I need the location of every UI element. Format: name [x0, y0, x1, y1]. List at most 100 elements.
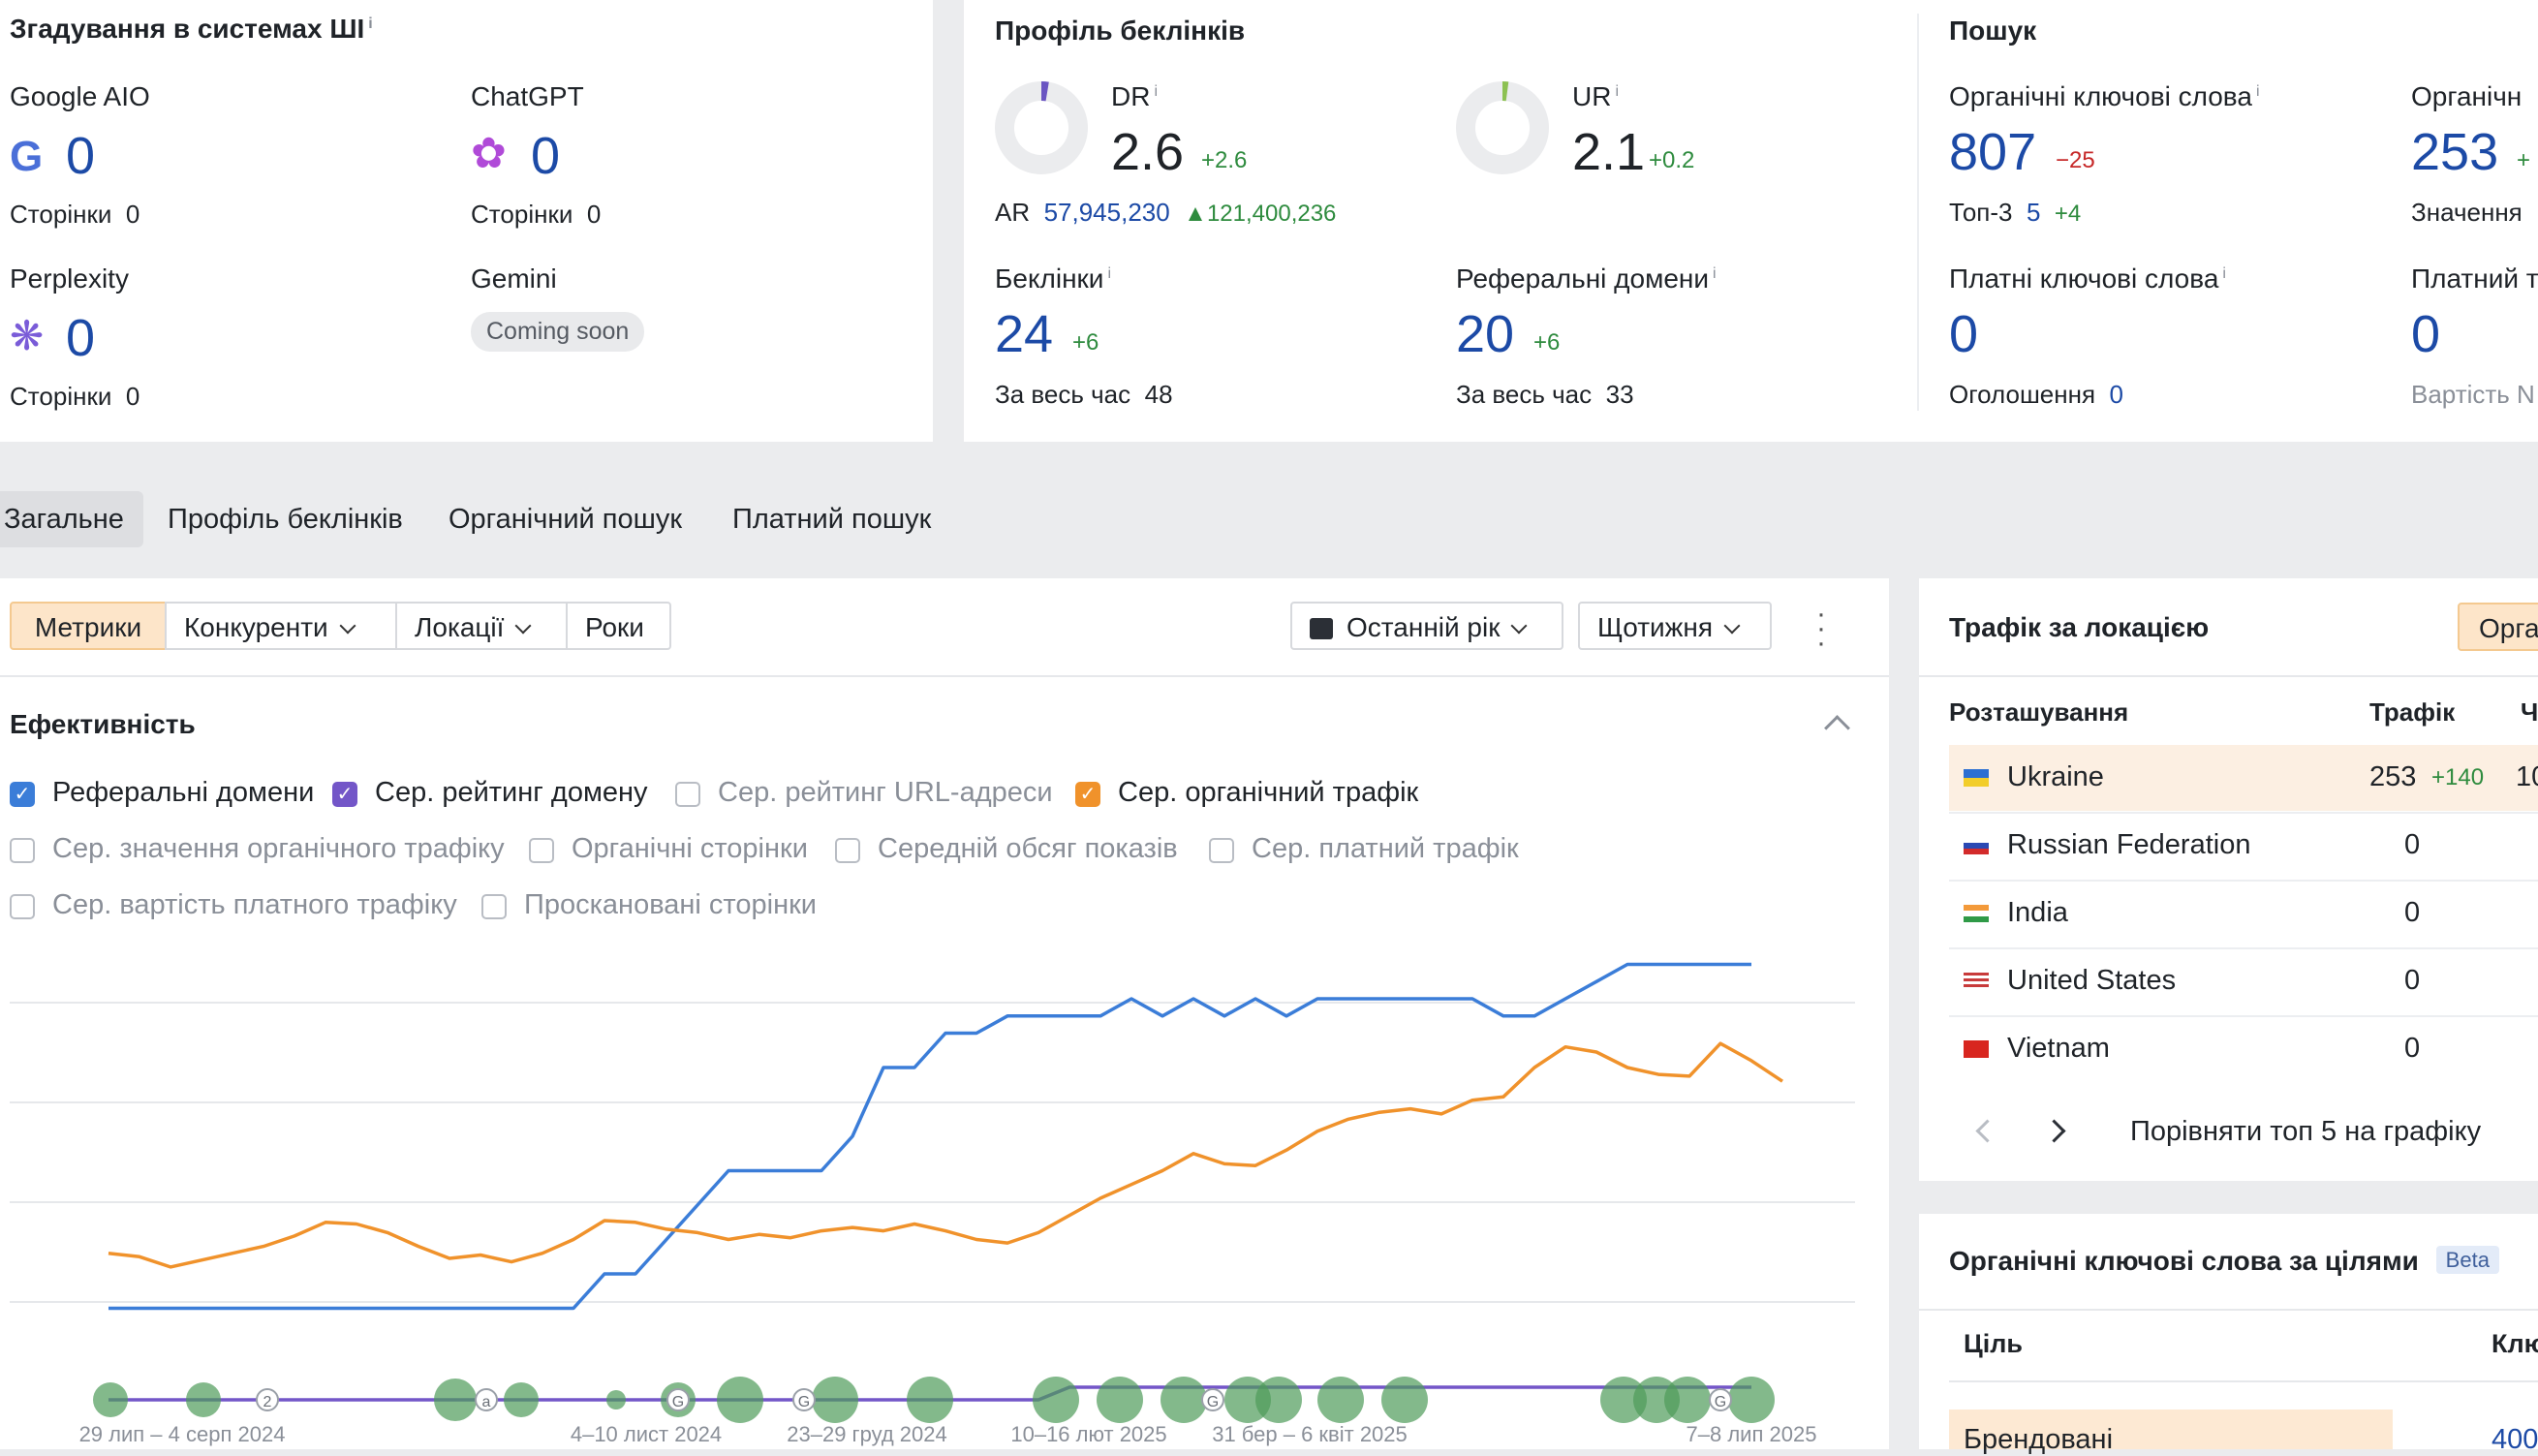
more-options-icon[interactable]: · · ·	[1816, 598, 1826, 659]
efficiency-title: Ефективність	[10, 709, 196, 739]
refdomains-alltime: За весь час 33	[1456, 380, 1634, 409]
years-button[interactable]: Роки	[566, 602, 671, 650]
annotation-label: a	[482, 1394, 491, 1410]
metric-checkbox-label[interactable]: Проскановані сторінки	[524, 889, 817, 920]
compare-top5-link[interactable]: Порівняти топ 5 на графіку	[2130, 1116, 2482, 1147]
event-bubble	[504, 1382, 539, 1417]
metric-checkbox-label[interactable]: Сер. органічний трафік	[1118, 777, 1419, 808]
metric-checkbox[interactable]	[10, 838, 35, 863]
metric-checkbox-label[interactable]: Сер. рейтинг домену	[375, 777, 648, 808]
annotation-label: G	[1207, 1394, 1219, 1410]
series-line	[108, 962, 1751, 1311]
paid-cost-label: Вартість N	[2411, 380, 2535, 409]
chatgpt-value[interactable]: 0	[531, 127, 561, 185]
ur-delta: +0.2	[1649, 147, 1695, 173]
metric-checkbox[interactable]	[10, 894, 35, 919]
col-location[interactable]: Розташування	[1949, 697, 2129, 727]
search-title: Пошук	[1949, 15, 2037, 46]
country-name[interactable]: Ukraine	[2007, 761, 2104, 792]
event-bubble	[186, 1382, 221, 1417]
google-icon: G	[10, 133, 44, 180]
tab-backlink-profile[interactable]: Профіль беклінків	[168, 504, 403, 535]
metric-checkbox[interactable]	[835, 838, 860, 863]
country-name[interactable]: Russian Federation	[2007, 829, 2251, 860]
backlinks-alltime: За весь час 48	[995, 380, 1173, 409]
organic-keywords-delta: −25	[2056, 147, 2095, 173]
dr-delta: +2.6	[1201, 147, 1248, 173]
backlinks-value[interactable]: 24	[995, 305, 1054, 363]
country-traffic: 0	[2404, 829, 2421, 860]
competitors-button[interactable]: Конкуренти	[165, 602, 407, 650]
branded-value[interactable]: 400	[2492, 1424, 2538, 1455]
paid-keywords-value[interactable]: 0	[1949, 305, 1979, 363]
col-goal[interactable]: Ціль	[1964, 1329, 2023, 1358]
organic-keywords-value[interactable]: 807	[1949, 123, 2037, 181]
ur-value[interactable]: 2.1	[1572, 123, 1646, 181]
ar-value[interactable]: 57,945,230	[1043, 198, 1170, 227]
tab-organic-search[interactable]: Органічний пошук	[449, 504, 683, 535]
country-name[interactable]: India	[2007, 897, 2068, 928]
country-name[interactable]: Vietnam	[2007, 1033, 2110, 1064]
metric-checkbox[interactable]	[675, 782, 700, 807]
country-traffic: 0	[2404, 897, 2421, 928]
tab-paid-search[interactable]: Платний пошук	[732, 504, 932, 535]
branded-row[interactable]	[1949, 1410, 2393, 1449]
dr-value[interactable]: 2.6	[1111, 123, 1185, 181]
intent-title: Органічні ключові слова за цілями Beta	[1949, 1246, 2499, 1277]
event-bubble	[1664, 1377, 1711, 1423]
paid-traffic-value[interactable]: 0	[2411, 305, 2441, 363]
event-bubble	[812, 1377, 858, 1423]
col-traffic[interactable]: Трафік	[2369, 697, 2456, 727]
locations-button[interactable]: Локації	[395, 602, 568, 650]
metric-checkbox-label[interactable]: Реферальні домени	[52, 777, 315, 808]
event-bubble	[93, 1382, 128, 1417]
metric-checkbox-label[interactable]: Органічні сторінки	[572, 833, 808, 864]
flag-icon	[1964, 1040, 1989, 1058]
metric-checkbox-label[interactable]: Сер. платний трафік	[1252, 833, 1519, 864]
granularity-dropdown[interactable]: Щотижня	[1578, 602, 1772, 650]
flag-icon	[1964, 905, 1989, 922]
organic-traffic-value[interactable]: 253	[2411, 123, 2499, 181]
event-bubble	[1255, 1377, 1302, 1423]
period-dropdown[interactable]: Останній рік	[1290, 602, 1563, 650]
paid-traffic-label: Платний т	[2411, 263, 2538, 294]
metric-checkbox[interactable]: ✓	[10, 782, 35, 807]
perplexity-value[interactable]: 0	[66, 309, 96, 367]
toolbar-divider	[0, 675, 1889, 677]
organic-traffic-label: Органічн	[2411, 81, 2523, 111]
metric-checkbox[interactable]: ✓	[1075, 782, 1100, 807]
metric-checkbox[interactable]	[1209, 838, 1234, 863]
annotation-label: 2	[263, 1394, 272, 1410]
col-keywords[interactable]: Клю	[2492, 1329, 2538, 1358]
metric-checkbox[interactable]	[481, 894, 507, 919]
country-name[interactable]: United States	[2007, 965, 2177, 996]
col-extra[interactable]: Ч	[2521, 697, 2538, 727]
metric-checkbox-label[interactable]: Середній обсяг показів	[878, 833, 1178, 864]
organic-traffic-delta: +	[2517, 147, 2531, 173]
location-row[interactable]	[1949, 745, 2538, 811]
annotation-marker	[792, 1388, 816, 1411]
metric-checkbox-label[interactable]: Сер. вартість платного трафіку	[52, 889, 457, 920]
coming-soon-badge: Coming soon	[471, 312, 645, 352]
x-tick-label: 4–10 лист 2024	[571, 1422, 722, 1446]
metric-checkbox-label[interactable]: Сер. рейтинг URL-адреси	[718, 777, 1053, 808]
dr-gauge	[995, 81, 1088, 174]
metric-checkbox-label[interactable]: Сер. значення органічного трафіку	[52, 833, 505, 864]
event-bubble	[606, 1390, 626, 1410]
google-aio-value[interactable]: 0	[66, 127, 96, 185]
perplexity-pages: Сторінки 0	[10, 382, 140, 411]
metrics-button[interactable]: Метрики	[10, 602, 167, 650]
refdomains-value[interactable]: 20	[1456, 305, 1515, 363]
event-bubble	[717, 1377, 763, 1423]
metric-checkbox[interactable]: ✓	[332, 782, 357, 807]
flag-icon	[1964, 973, 1989, 990]
organic-toggle-button[interactable]: Орга	[2458, 603, 2538, 651]
x-tick-label: 7–8 лип 2025	[1687, 1422, 1817, 1446]
metric-checkbox[interactable]	[529, 838, 554, 863]
country-traffic: 253	[2369, 761, 2417, 792]
ads-row: Оголошення 0	[1949, 380, 2123, 409]
refdomains-label: Реферальні домени i	[1456, 263, 1717, 294]
event-bubble	[1097, 1377, 1143, 1423]
tab-overview[interactable]: Загальне	[0, 491, 143, 547]
event-bubble	[907, 1377, 953, 1423]
